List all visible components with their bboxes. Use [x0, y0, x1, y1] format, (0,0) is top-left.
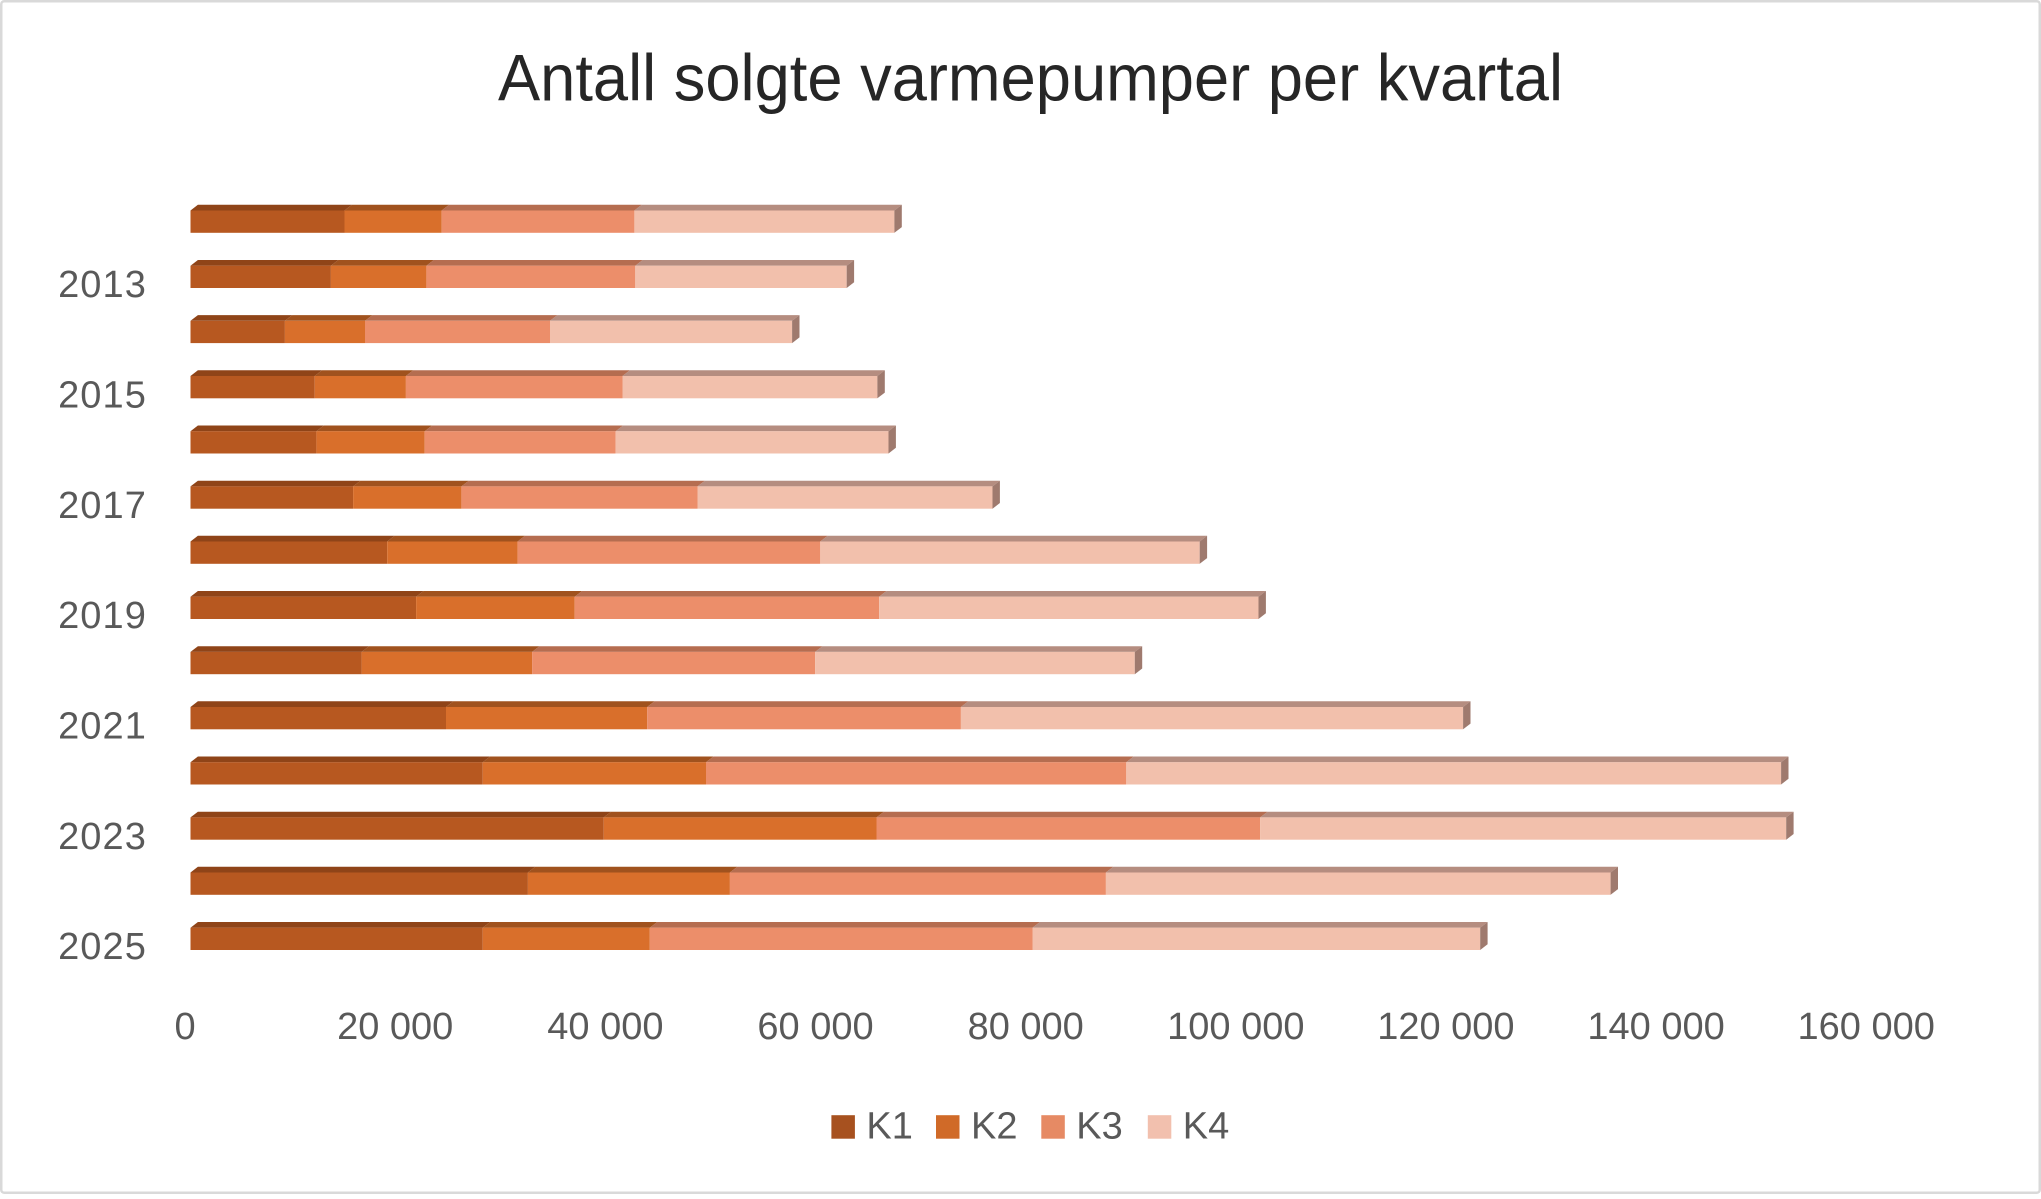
svg-text:40 000: 40 000	[547, 1006, 663, 1048]
svg-text:K4: K4	[1183, 1106, 1229, 1148]
svg-text:2025: 2025	[58, 926, 147, 968]
svg-text:120 000: 120 000	[1377, 1006, 1514, 1048]
svg-text:2017: 2017	[58, 485, 147, 527]
svg-text:80 000: 80 000	[968, 1006, 1084, 1048]
svg-text:2021: 2021	[58, 705, 147, 747]
svg-text:K1: K1	[866, 1106, 912, 1148]
svg-text:K3: K3	[1076, 1106, 1122, 1148]
svg-text:Antall solgte varmepumper per: Antall solgte varmepumper per kvartal	[498, 41, 1563, 115]
svg-text:2015: 2015	[58, 374, 147, 416]
svg-text:160 000: 160 000	[1798, 1006, 1935, 1048]
svg-text:100 000: 100 000	[1167, 1006, 1304, 1048]
svg-text:2013: 2013	[58, 264, 147, 306]
svg-text:2019: 2019	[58, 595, 147, 637]
svg-text:140 000: 140 000	[1587, 1006, 1724, 1048]
svg-text:0: 0	[175, 1006, 196, 1048]
svg-text:20 000: 20 000	[337, 1006, 453, 1048]
svg-text:2023: 2023	[58, 816, 147, 858]
svg-text:K2: K2	[971, 1106, 1017, 1148]
svg-text:60 000: 60 000	[757, 1006, 873, 1048]
